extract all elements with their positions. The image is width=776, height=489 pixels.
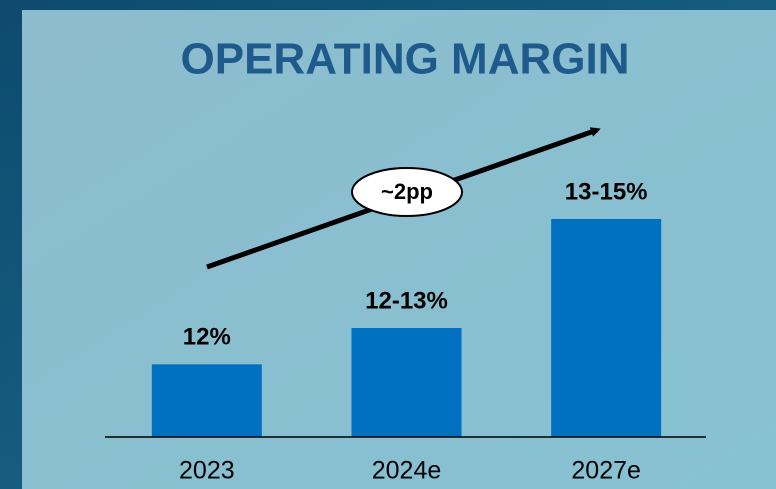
x-tick-label: 2023 bbox=[179, 457, 235, 485]
bar bbox=[351, 327, 462, 437]
bar bbox=[151, 364, 262, 437]
plot: 12% 2023 12-13% 2024e 13-15% 2027e bbox=[151, 178, 662, 485]
annotation: ~2pp bbox=[381, 179, 433, 204]
x-tick-label: 2024e bbox=[372, 457, 442, 485]
value-label: 13-15% bbox=[565, 178, 648, 205]
annotation-bubble bbox=[351, 167, 463, 217]
x-tick-label: 2027e bbox=[571, 457, 641, 485]
bar bbox=[551, 218, 662, 437]
chart-title: OPERATING MARGIN bbox=[181, 35, 630, 84]
value-label: 12-13% bbox=[365, 287, 448, 314]
value-label: 12% bbox=[183, 324, 231, 351]
